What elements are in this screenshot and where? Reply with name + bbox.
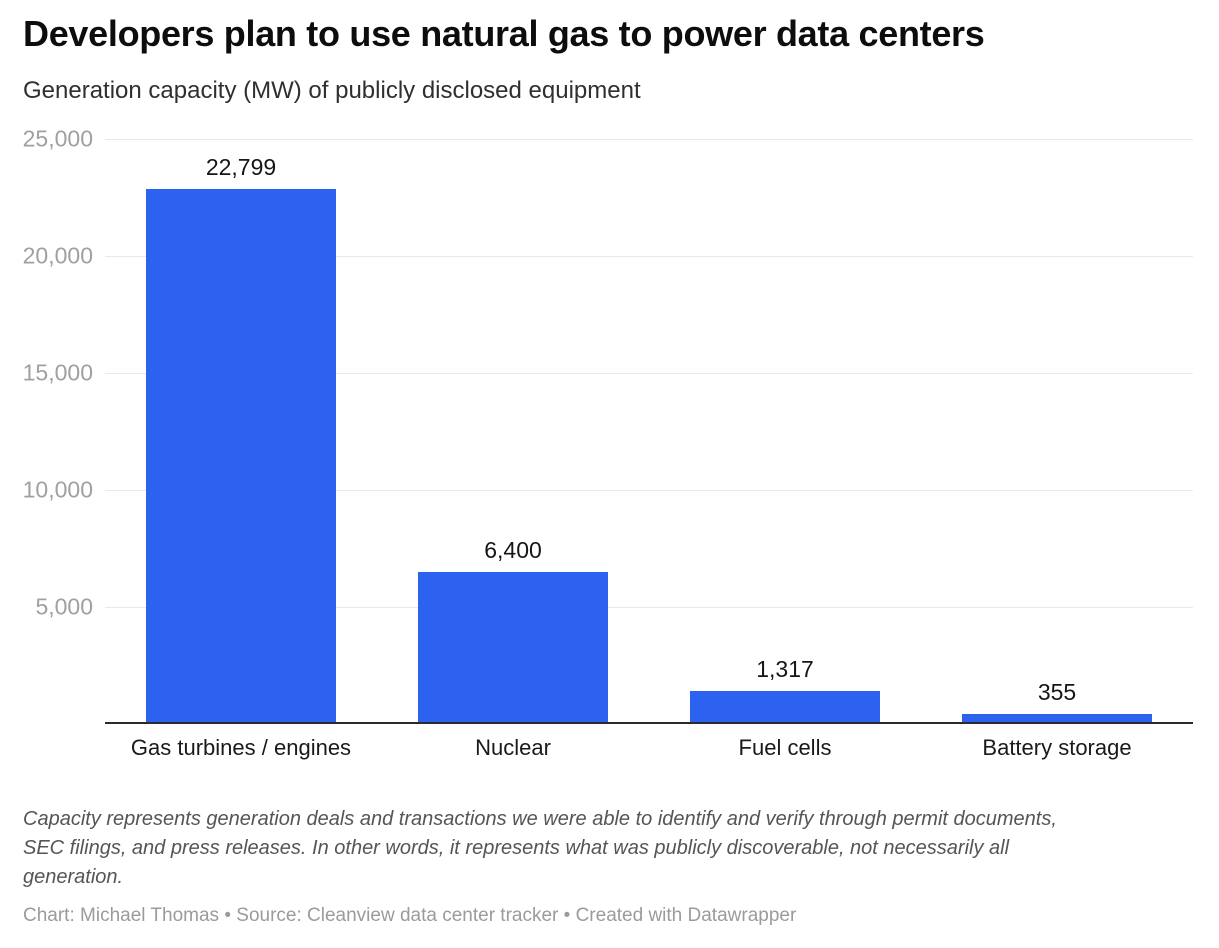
bar [417,571,609,722]
page-title: Developers plan to use natural gas to po… [23,13,985,54]
bar-value-label: 6,400 [484,536,542,563]
datawrapper-bar-chart: Developers plan to use natural gas to po… [23,13,1193,927]
bar-chart-plot-area: 25,000 20,000 15,000 10,000 5,000 22,799 6,400… [23,126,1193,724]
gridline: 20,000 [23,243,1193,269]
chart-credits: Chart: Michael Thomas • Source: Cleanvie… [23,905,797,927]
bar-band: 6,400 [377,139,649,722]
bar-band: 1,317 [649,139,921,722]
bar [689,690,881,722]
bar-band: 355 [921,139,1193,722]
bar-value-label: 1,317 [756,655,814,682]
chart-subtitle: Generation capacity (MW) of publicly dis… [23,77,641,105]
chart-note: Capacity represents generation deals and… [23,808,1057,889]
y-axis-tick-label: 10,000 [22,476,93,503]
bars-container: 22,799 6,400 1,317 355 [105,139,1193,722]
x-axis-category-label: Battery storage [982,734,1132,760]
bar-band: 22,799 [105,139,377,722]
x-axis-category-labels: Gas turbines / engines Nuclear Fuel cells B… [105,735,1193,761]
gridline: 15,000 [23,360,1193,386]
bar-value-label: 22,799 [205,153,277,180]
bar-value-label: 355 [1037,678,1077,705]
y-axis-tick-label: 15,000 [22,359,93,386]
bar [145,188,337,722]
y-axis-tick-label: 20,000 [22,242,93,269]
x-axis-category-label: Gas turbines / engines [130,734,352,760]
bar [961,713,1153,722]
y-axis-tick-label: 5,000 [35,593,93,620]
y-axis-tick-label: 25,000 [22,125,93,152]
gridline: 5,000 [35,594,1193,620]
x-axis-category-label: Fuel cells [738,734,832,760]
x-axis-category-label: Nuclear [475,734,551,760]
gridline: 25,000 [23,126,1193,152]
gridline: 10,000 [23,477,1193,503]
